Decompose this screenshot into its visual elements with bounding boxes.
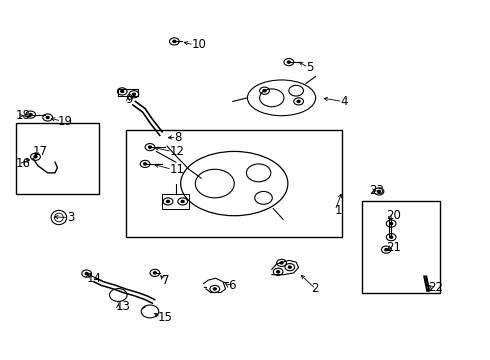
Circle shape xyxy=(121,90,123,93)
Circle shape xyxy=(29,113,32,116)
Text: 1: 1 xyxy=(335,204,343,217)
Text: 16: 16 xyxy=(16,157,31,170)
Text: 21: 21 xyxy=(386,241,401,255)
Text: 13: 13 xyxy=(116,300,131,313)
Circle shape xyxy=(213,288,216,290)
Circle shape xyxy=(377,190,380,193)
Text: 23: 23 xyxy=(369,184,384,197)
Text: 18: 18 xyxy=(16,109,31,122)
Text: 14: 14 xyxy=(87,272,101,285)
Text: 10: 10 xyxy=(192,38,206,51)
Bar xyxy=(16,123,99,194)
Circle shape xyxy=(148,146,151,148)
Circle shape xyxy=(132,93,135,95)
Circle shape xyxy=(297,100,300,103)
Text: 12: 12 xyxy=(170,145,184,158)
Circle shape xyxy=(288,266,291,268)
Circle shape xyxy=(181,201,184,203)
Text: 3: 3 xyxy=(67,211,74,224)
Text: 20: 20 xyxy=(386,209,401,222)
Circle shape xyxy=(46,116,49,118)
Circle shape xyxy=(173,40,176,42)
Text: 19: 19 xyxy=(57,114,73,127)
Circle shape xyxy=(153,272,156,274)
Text: 11: 11 xyxy=(170,163,184,176)
Text: 17: 17 xyxy=(33,145,48,158)
Text: 6: 6 xyxy=(228,279,236,292)
Circle shape xyxy=(144,163,147,165)
Bar xyxy=(125,130,343,237)
Circle shape xyxy=(390,222,392,225)
Text: 4: 4 xyxy=(340,95,347,108)
Circle shape xyxy=(288,61,290,63)
Text: 5: 5 xyxy=(306,61,313,74)
Circle shape xyxy=(263,90,266,92)
Text: 7: 7 xyxy=(162,274,170,287)
Circle shape xyxy=(85,273,88,275)
Text: 2: 2 xyxy=(311,283,319,296)
Circle shape xyxy=(34,156,37,158)
Circle shape xyxy=(390,236,392,238)
Text: 22: 22 xyxy=(428,281,442,294)
Text: 15: 15 xyxy=(157,311,172,324)
Circle shape xyxy=(167,201,170,203)
Bar xyxy=(162,194,189,208)
Text: 8: 8 xyxy=(174,131,182,144)
Circle shape xyxy=(385,249,388,251)
Circle shape xyxy=(277,271,280,273)
Circle shape xyxy=(280,262,283,264)
Bar xyxy=(362,202,440,293)
Text: 9: 9 xyxy=(125,93,133,106)
